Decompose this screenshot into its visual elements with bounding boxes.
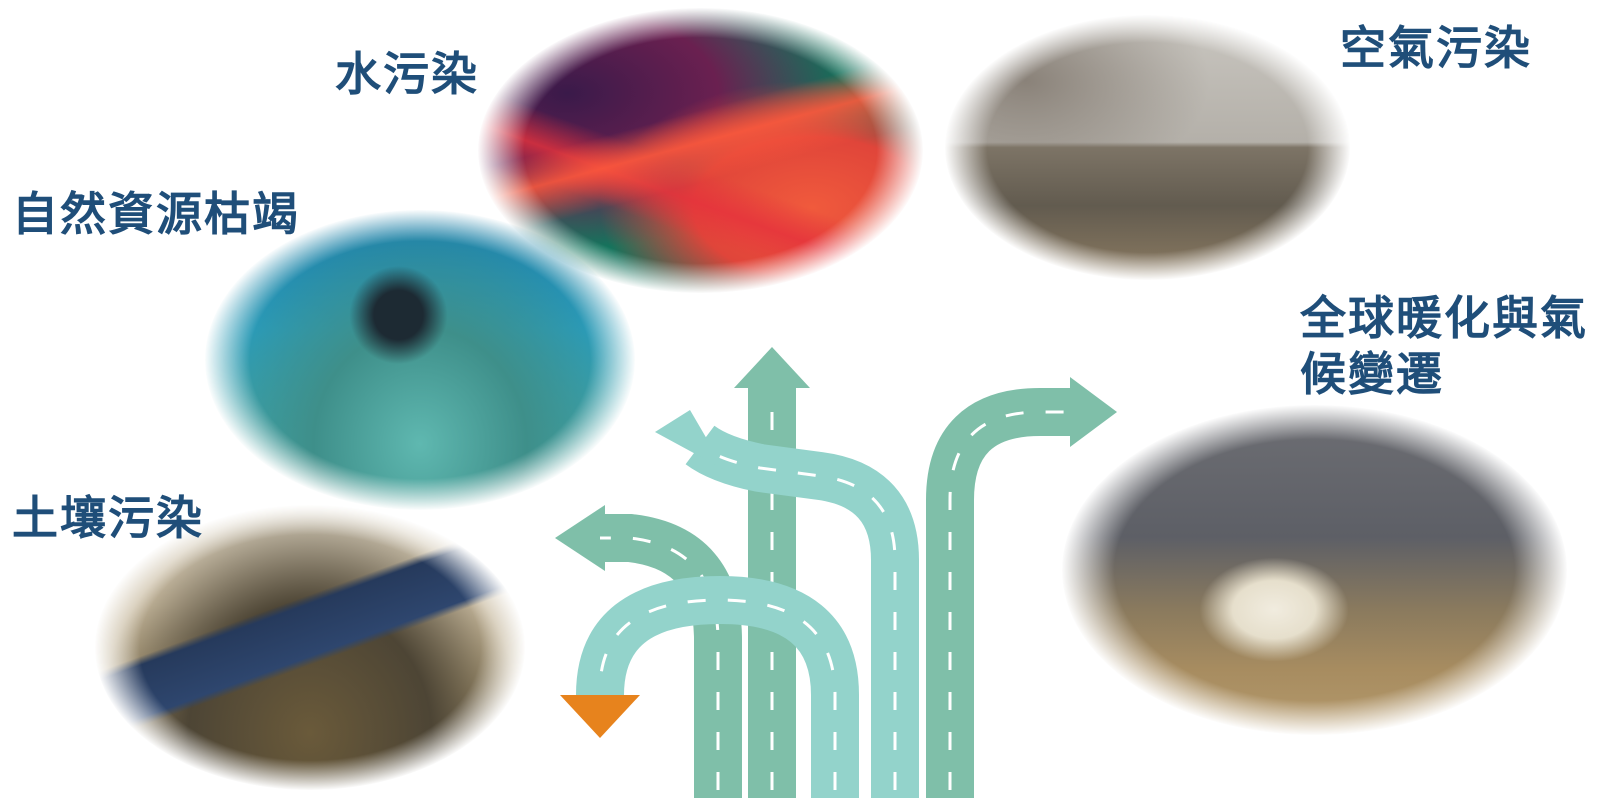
soil-pollution-label: 土壤污染 [12,491,204,545]
global-warming-label: 全球暖化與氣候變遷 [1300,291,1588,401]
orange-arrowhead-icon [560,695,640,738]
water-pollution-label: 水污染 [335,47,479,101]
road-arrow-left [555,505,742,798]
road-arrow-right [926,377,1117,798]
resource-depletion-photo [205,210,635,510]
global-warming-photo [1062,405,1567,735]
air-pollution-photo [945,15,1350,280]
road-arrow-wavy [655,410,919,798]
soil-pollution-photo [95,505,525,790]
road-arrow-u-turn [560,575,859,798]
air-pollution-label: 空氣污染 [1340,21,1532,75]
resource-depletion-label: 自然資源枯竭 [12,187,300,241]
road-arrow-straight [734,347,810,798]
